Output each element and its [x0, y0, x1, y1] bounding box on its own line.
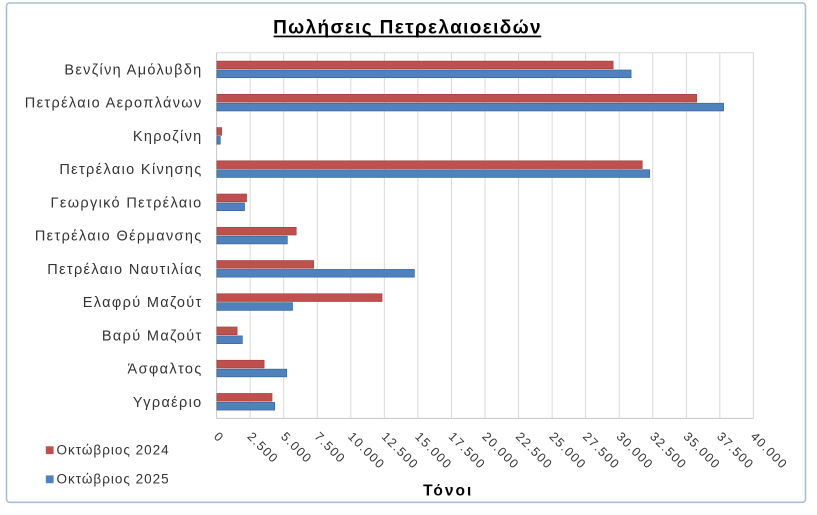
svg-text:Οκτώβριος 2025: Οκτώβριος 2025 [57, 472, 170, 487]
svg-text:Βαρύ Μαζούτ: Βαρύ Μαζούτ [102, 328, 203, 344]
svg-text:Τόνοι: Τόνοι [423, 483, 473, 500]
svg-text:Βενζίνη Αμόλυβδη: Βενζίνη Αμόλυβδη [64, 62, 202, 78]
svg-text:Πετρέλαιο Ναυτιλίας: Πετρέλαιο Ναυτιλίας [47, 262, 202, 278]
svg-text:Άσφαλτος: Άσφαλτος [128, 362, 203, 378]
svg-text:Ελαφρύ Μαζούτ: Ελαφρύ Μαζούτ [83, 295, 203, 311]
svg-text:Πετρέλαιο Αεροπλάνων: Πετρέλαιο Αεροπλάνων [25, 96, 203, 112]
svg-text:Οκτώβριος 2024: Οκτώβριος 2024 [57, 443, 170, 458]
svg-text:Πετρέλαιο Κίνησης: Πετρέλαιο Κίνησης [59, 162, 202, 178]
svg-text:Πωλήσεις Πετρελαιοειδών: Πωλήσεις Πετρελαιοειδών [273, 18, 542, 39]
svg-text:Υγραέριο: Υγραέριο [133, 395, 203, 411]
svg-text:Κηροζίνη: Κηροζίνη [133, 129, 203, 145]
svg-text:Γεωργικό Πετρέλαιο: Γεωργικό Πετρέλαιο [51, 195, 203, 211]
svg-text:Πετρέλαιο Θέρμανσης: Πετρέλαιο Θέρμανσης [35, 229, 203, 245]
